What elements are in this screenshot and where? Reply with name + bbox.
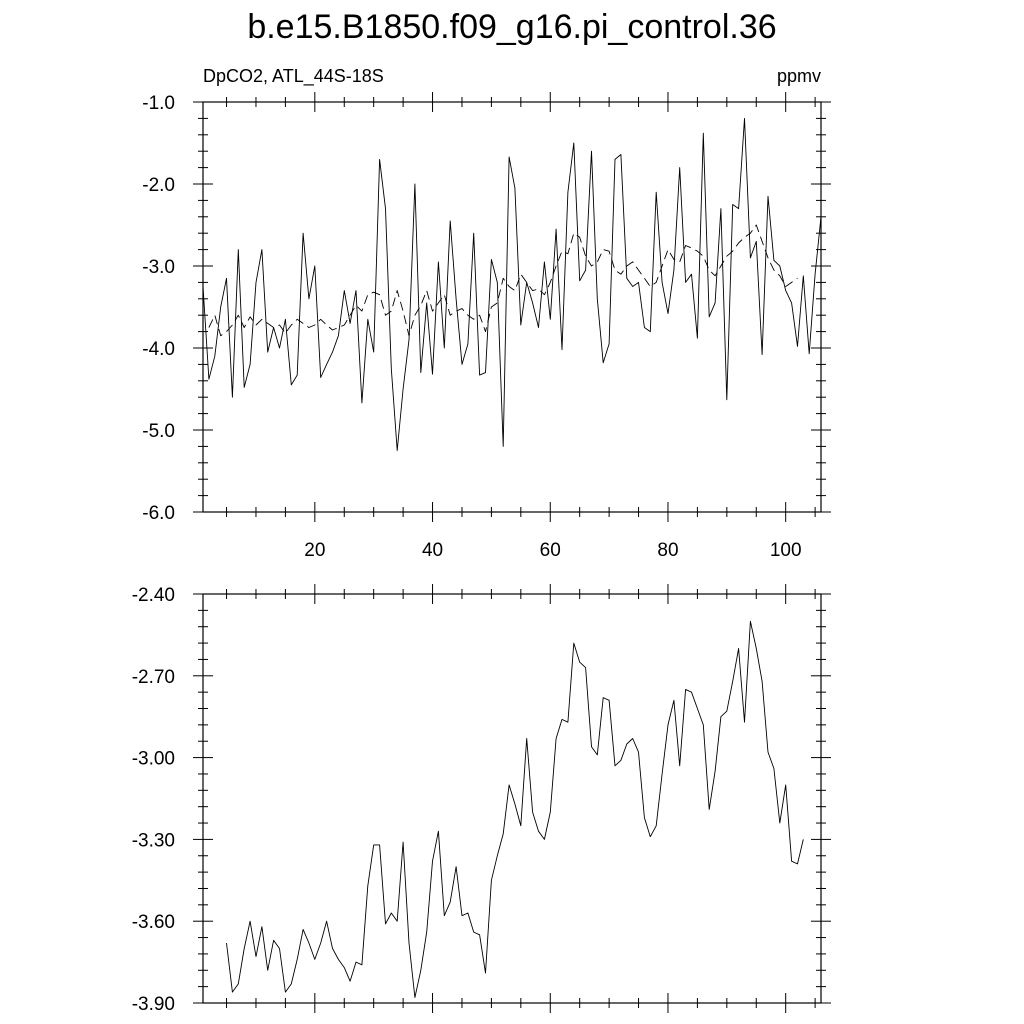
series-line-dashed (208, 224, 798, 337)
y-tick-label: -2.0 (142, 175, 175, 196)
y-tick-label: -2.70 (132, 667, 175, 688)
y-tick-label: -3.60 (132, 912, 175, 933)
y-tick-label: -5.0 (142, 421, 175, 442)
x-tick-label: 40 (422, 540, 443, 561)
y-tick-label: -3.30 (132, 830, 175, 851)
bottom-panel: -2.40 -2.70 -3.00 -3.30 -3.60 -3.90 (132, 584, 831, 1015)
series-line-solid (226, 620, 804, 998)
y-tick-label: -2.40 (132, 585, 175, 606)
plot-frame (202, 101, 822, 513)
y-tick-label: -6.0 (142, 503, 175, 524)
y-tick-label: -3.90 (132, 994, 175, 1015)
x-tick-label: 20 (304, 540, 325, 561)
series-line-solid (202, 117, 822, 451)
y-tick-label: -4.0 (142, 339, 175, 360)
variable-label: DpCO2, ATL_44S-18S (203, 66, 384, 87)
x-tick-label: 100 (770, 540, 802, 561)
chart-title: b.e15.B1850.f09_g16.pi_control.36 (247, 8, 776, 46)
top-panel: -1.0 -2.0 -3.0 -4.0 -5.0 -6.0 20 40 60 80 100 (142, 92, 831, 561)
y-tick-label: -1.0 (142, 93, 175, 114)
y-tick-label: -3.0 (142, 257, 175, 278)
x-tick-label: 60 (540, 540, 561, 561)
plot-frame (202, 593, 822, 1004)
x-tick-label: 80 (657, 540, 678, 561)
y-tick-label: -3.00 (132, 749, 175, 770)
units-label: ppmv (777, 66, 821, 86)
